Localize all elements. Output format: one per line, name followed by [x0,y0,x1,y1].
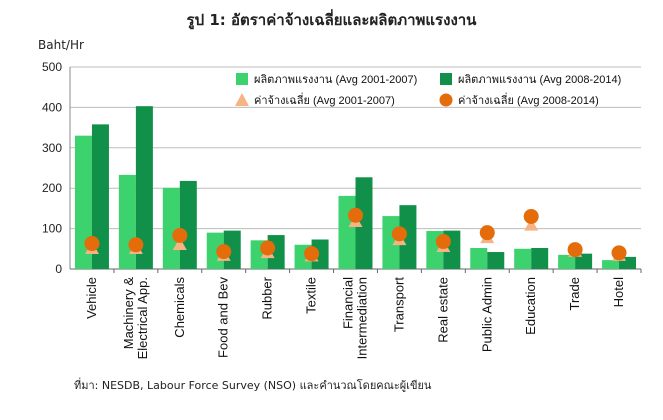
marker-wage-2008-2014 [128,237,144,253]
marker-wage-2008-2014 [611,245,627,261]
bar-productivity-2008-2014 [135,106,153,269]
marker-wage-2008-2014 [216,244,232,260]
x-tick-label: Hotel [611,277,626,307]
marker-wage-2008-2014 [479,225,495,241]
bar-productivity-2008-2014 [575,253,593,269]
y-tick-label: 300 [42,141,62,155]
bar-productivity-2001-2007 [602,260,620,269]
bar-productivity-2001-2007 [118,174,136,269]
bar-productivity-2001-2007 [470,247,488,269]
legend-label: ค่าจ้างเฉลี่ย (Avg 2001-2007) [254,92,395,107]
legend-swatch [236,73,248,85]
bar-productivity-2008-2014 [399,205,417,269]
bar-productivity-2001-2007 [74,135,92,269]
bar-productivity-2008-2014 [311,239,329,269]
marker-wage-2001-2007 [172,237,187,251]
bar-productivity-2008-2014 [531,247,549,269]
x-tick-label: Public Admin [479,277,494,352]
marker-wage-2008-2014 [391,226,407,242]
legend-swatch [235,93,249,106]
x-tick-label: Transport [391,277,406,333]
bar-productivity-2008-2014 [179,180,197,269]
marker-wage-2008-2014 [348,207,363,223]
y-tick-label: 200 [42,181,62,195]
bar-productivity-2008-2014 [355,177,373,269]
x-tick-label: Education [523,277,538,335]
marker-wage-2008-2014 [304,246,320,262]
marker-wage-2008-2014 [260,240,276,256]
marker-wage-2008-2014 [84,236,100,252]
bar-productivity-2001-2007 [514,248,532,269]
y-tick-label: 400 [42,100,62,114]
x-tick-label: Trade [567,277,582,310]
y-tick-label: 500 [42,60,62,74]
x-tick-label: FinancialIntermediation [341,277,370,359]
marker-wage-2008-2014 [523,208,539,224]
marker-wage-2008-2014 [567,242,583,258]
bar-productivity-2008-2014 [487,252,505,269]
legend-label: ผลิตภาพแรงงาน (Avg 2001-2007) [254,74,417,86]
legend-label: ผลิตภาพแรงงาน (Avg 2008-2014) [458,74,621,86]
x-tick-label: Real estate [435,277,450,343]
marker-wage-2008-2014 [435,234,451,250]
marker-wage-2008-2014 [172,227,188,243]
y-axis-unit-label: Baht/Hr [38,38,84,52]
legend-label: ค่าจ้างเฉลี่ย (Avg 2008-2014) [458,92,599,107]
legend-swatch [440,73,452,85]
bar-productivity-2001-2007 [162,187,180,269]
bar-productivity-2001-2007 [338,195,356,269]
x-tick-label: Textile [304,277,319,314]
x-tick-label: Machinery &Electrical App. [121,277,150,360]
x-tick-label: Food and Bev [216,277,231,358]
bar-productivity-2001-2007 [558,254,576,269]
chart-title: รูป 1: อัตราค่าจ้างเฉลี่ยและผลิตภาพแรงงา… [186,11,477,29]
legend-swatch [439,93,453,107]
bar-productivity-2008-2014 [91,124,109,269]
source-note: ที่มา: NESDB, Labour Force Survey (NSO) … [74,379,432,392]
x-tick-label: Chemicals [172,277,187,338]
y-tick-label: 0 [55,262,62,276]
x-tick-label: Vehicle [84,277,99,319]
y-tick-label: 100 [42,222,62,236]
marker-wage-2001-2007 [524,218,539,231]
x-tick-label: Rubber [260,276,275,319]
